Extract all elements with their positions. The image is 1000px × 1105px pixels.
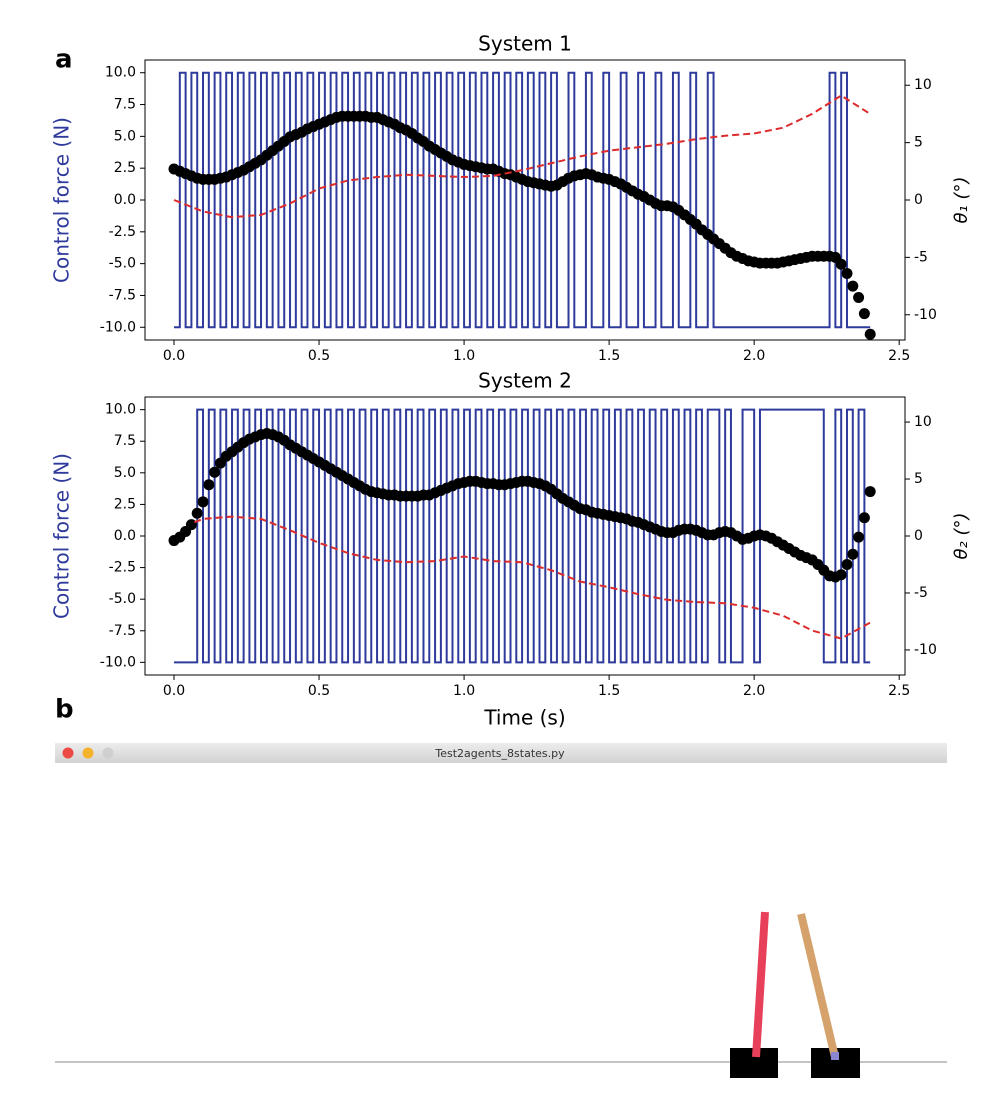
y-tick-label: 10.0: [105, 65, 136, 81]
y-tick-label: 10.0: [105, 402, 136, 418]
angle-dot: [835, 569, 847, 581]
window-title: Test2agents_8states.py: [434, 747, 565, 760]
y2-tick-label: 5: [914, 135, 923, 151]
angle-dot: [197, 496, 209, 508]
pole: [752, 911, 769, 1058]
angle-dot: [864, 328, 876, 340]
x-axis-label: Time (s): [483, 706, 565, 730]
x-tick-label: 1.5: [598, 348, 620, 364]
title-bar: [55, 743, 947, 763]
y-tick-label: 2.5: [114, 160, 136, 176]
y-tick-label: -5.0: [109, 591, 136, 607]
angle-dot: [858, 308, 870, 320]
angle-dot: [185, 519, 197, 531]
y2-tick-label: 0: [914, 192, 923, 208]
x-tick-label: 1.0: [453, 683, 475, 699]
x-tick-label: 0.5: [308, 348, 330, 364]
y2-tick-label: 0: [914, 528, 923, 544]
angle-dot: [847, 280, 859, 292]
y-tick-label: -7.5: [109, 623, 136, 639]
angle-dot: [191, 507, 203, 519]
y-tick-label: 7.5: [114, 433, 136, 449]
y-tick-label: 5.0: [114, 128, 136, 144]
y-tick-label: 0.0: [114, 528, 136, 544]
y2-tick-label: 5: [914, 471, 923, 487]
y-tick-label: 2.5: [114, 496, 136, 512]
y-tick-label: -2.5: [109, 224, 136, 240]
angle-dot: [853, 292, 865, 304]
angle-dot: [841, 558, 853, 570]
y-tick-label: 5.0: [114, 465, 136, 481]
zoom-button[interactable]: [102, 747, 114, 759]
angle-dot: [841, 267, 853, 279]
x-tick-label: 2.5: [888, 683, 910, 699]
dashed-line: [173, 94, 871, 219]
x-tick-label: 0.0: [163, 683, 185, 699]
plot-frame: [144, 396, 906, 676]
angle-dot: [835, 258, 847, 270]
y-tick-label: 7.5: [114, 97, 136, 113]
y2-tick-label: -10: [914, 642, 937, 658]
y-tick-label: -10.0: [100, 654, 136, 670]
angle-dot: [203, 479, 215, 491]
minimize-button[interactable]: [82, 747, 94, 759]
close-button[interactable]: [62, 747, 74, 759]
angle-dot: [853, 531, 865, 543]
x-tick-label: 2.0: [743, 683, 765, 699]
angle-dot: [864, 486, 876, 498]
window: Test2agents_8states.py: [55, 743, 947, 1078]
panel-label: a: [55, 45, 73, 75]
plot-frame: [144, 59, 906, 341]
dashed-line: [193, 515, 871, 640]
control-force-line: [174, 71, 871, 329]
x-tick-label: 0.0: [163, 348, 185, 364]
y-tick-label: -5.0: [109, 256, 136, 272]
x-tick-label: 1.5: [598, 683, 620, 699]
y-tick-label: -7.5: [109, 287, 136, 303]
x-tick-label: 0.5: [308, 683, 330, 699]
y2-tick-label: -10: [914, 307, 937, 323]
y2-tick-label: 10: [914, 77, 932, 93]
x-tick-label: 2.5: [888, 348, 910, 364]
y2-tick-label: -5: [914, 249, 928, 265]
y2-tick-label: -5: [914, 585, 928, 601]
chart-title: System 2: [478, 369, 572, 393]
angle-dot: [209, 466, 221, 478]
y-axis-label: Control force (N): [50, 453, 74, 619]
control-force-line: [174, 408, 871, 664]
y-axis-label: Control force (N): [50, 117, 74, 283]
y2-axis-label: θ₂ (°): [951, 513, 972, 560]
y-tick-label: 0.0: [114, 192, 136, 208]
y2-axis-label: θ₁ (°): [951, 177, 972, 224]
pole: [797, 913, 839, 1058]
x-tick-label: 2.0: [743, 348, 765, 364]
y-tick-label: -10.0: [100, 319, 136, 335]
angle-dot: [847, 548, 859, 560]
axle: [831, 1052, 839, 1060]
y2-tick-label: 10: [914, 414, 932, 430]
y-tick-label: -2.5: [109, 560, 136, 576]
angle-dot: [858, 512, 870, 524]
x-tick-label: 1.0: [453, 348, 475, 364]
chart-title: System 1: [478, 32, 572, 56]
panel-label: b: [55, 695, 74, 725]
